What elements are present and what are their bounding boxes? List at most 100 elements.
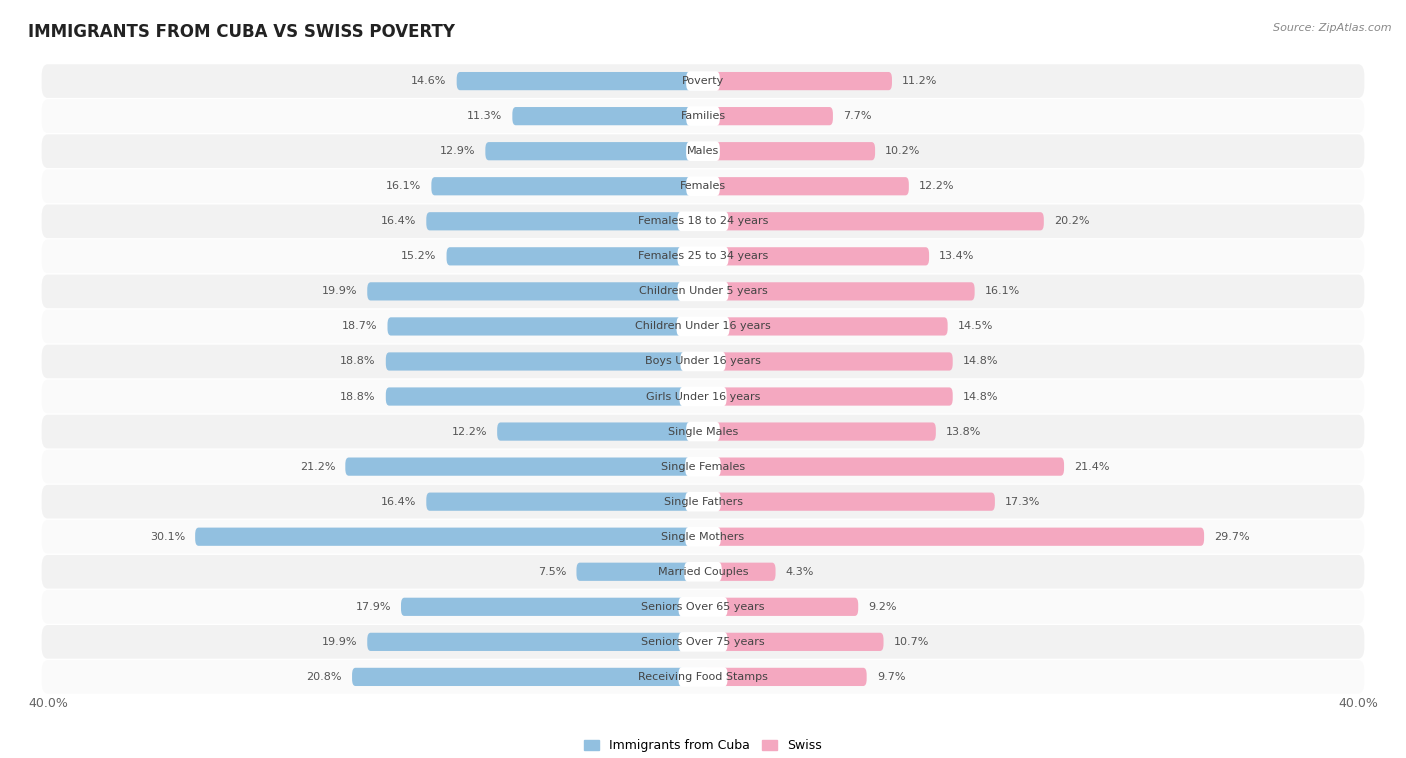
Text: Married Couples: Married Couples xyxy=(658,567,748,577)
FancyBboxPatch shape xyxy=(367,282,703,300)
Text: 20.8%: 20.8% xyxy=(307,672,342,682)
FancyBboxPatch shape xyxy=(685,457,721,477)
FancyBboxPatch shape xyxy=(42,205,1364,238)
Text: 40.0%: 40.0% xyxy=(1339,697,1378,709)
FancyBboxPatch shape xyxy=(686,106,720,126)
FancyBboxPatch shape xyxy=(703,422,936,440)
FancyBboxPatch shape xyxy=(346,458,703,476)
FancyBboxPatch shape xyxy=(679,667,727,687)
Text: 30.1%: 30.1% xyxy=(150,531,186,542)
Text: 14.5%: 14.5% xyxy=(957,321,993,331)
FancyBboxPatch shape xyxy=(498,422,703,440)
FancyBboxPatch shape xyxy=(703,72,891,90)
Text: 16.1%: 16.1% xyxy=(387,181,422,191)
Text: 9.7%: 9.7% xyxy=(877,672,905,682)
Text: Poverty: Poverty xyxy=(682,76,724,86)
FancyBboxPatch shape xyxy=(42,274,1364,309)
Legend: Immigrants from Cuba, Swiss: Immigrants from Cuba, Swiss xyxy=(579,735,827,757)
FancyBboxPatch shape xyxy=(703,282,974,300)
FancyBboxPatch shape xyxy=(703,528,1204,546)
Text: Single Males: Single Males xyxy=(668,427,738,437)
FancyBboxPatch shape xyxy=(42,380,1364,413)
FancyBboxPatch shape xyxy=(42,555,1364,588)
Text: Seniors Over 75 years: Seniors Over 75 years xyxy=(641,637,765,647)
FancyBboxPatch shape xyxy=(426,493,703,511)
Text: 12.2%: 12.2% xyxy=(920,181,955,191)
Text: Girls Under 16 years: Girls Under 16 years xyxy=(645,392,761,402)
FancyBboxPatch shape xyxy=(681,352,725,371)
FancyBboxPatch shape xyxy=(703,212,1043,230)
FancyBboxPatch shape xyxy=(678,211,728,231)
FancyBboxPatch shape xyxy=(42,240,1364,273)
Text: 17.9%: 17.9% xyxy=(356,602,391,612)
Text: 12.2%: 12.2% xyxy=(451,427,486,437)
FancyBboxPatch shape xyxy=(426,212,703,230)
FancyBboxPatch shape xyxy=(352,668,703,686)
Text: 15.2%: 15.2% xyxy=(401,252,436,262)
Text: 29.7%: 29.7% xyxy=(1215,531,1250,542)
FancyBboxPatch shape xyxy=(703,142,875,160)
FancyBboxPatch shape xyxy=(703,352,953,371)
Text: 40.0%: 40.0% xyxy=(28,697,67,709)
FancyBboxPatch shape xyxy=(703,598,858,616)
Text: 20.2%: 20.2% xyxy=(1054,216,1090,227)
FancyBboxPatch shape xyxy=(685,527,721,547)
FancyBboxPatch shape xyxy=(42,170,1364,203)
FancyBboxPatch shape xyxy=(42,64,1364,98)
FancyBboxPatch shape xyxy=(576,562,703,581)
FancyBboxPatch shape xyxy=(676,317,730,337)
Text: Boys Under 16 years: Boys Under 16 years xyxy=(645,356,761,366)
FancyBboxPatch shape xyxy=(703,633,883,651)
Text: 16.4%: 16.4% xyxy=(381,216,416,227)
FancyBboxPatch shape xyxy=(388,318,703,336)
Text: 21.2%: 21.2% xyxy=(299,462,335,471)
FancyBboxPatch shape xyxy=(703,668,866,686)
Text: 7.5%: 7.5% xyxy=(538,567,567,577)
FancyBboxPatch shape xyxy=(432,177,703,196)
FancyBboxPatch shape xyxy=(686,421,720,441)
FancyBboxPatch shape xyxy=(42,99,1364,133)
FancyBboxPatch shape xyxy=(703,493,995,511)
FancyBboxPatch shape xyxy=(385,352,703,371)
Text: 16.1%: 16.1% xyxy=(984,287,1019,296)
Text: Single Fathers: Single Fathers xyxy=(664,496,742,506)
FancyBboxPatch shape xyxy=(367,633,703,651)
Text: 13.4%: 13.4% xyxy=(939,252,974,262)
Text: 17.3%: 17.3% xyxy=(1005,496,1040,506)
FancyBboxPatch shape xyxy=(485,142,703,160)
FancyBboxPatch shape xyxy=(42,590,1364,624)
Text: Single Females: Single Females xyxy=(661,462,745,471)
FancyBboxPatch shape xyxy=(703,247,929,265)
Text: Seniors Over 65 years: Seniors Over 65 years xyxy=(641,602,765,612)
FancyBboxPatch shape xyxy=(679,597,727,616)
Text: IMMIGRANTS FROM CUBA VS SWISS POVERTY: IMMIGRANTS FROM CUBA VS SWISS POVERTY xyxy=(28,23,456,41)
Text: Children Under 5 years: Children Under 5 years xyxy=(638,287,768,296)
FancyBboxPatch shape xyxy=(686,177,720,196)
Text: 18.8%: 18.8% xyxy=(340,356,375,366)
FancyBboxPatch shape xyxy=(42,485,1364,518)
FancyBboxPatch shape xyxy=(703,458,1064,476)
Text: 11.3%: 11.3% xyxy=(467,111,502,121)
FancyBboxPatch shape xyxy=(679,387,727,406)
Text: 13.8%: 13.8% xyxy=(946,427,981,437)
Text: 19.9%: 19.9% xyxy=(322,637,357,647)
FancyBboxPatch shape xyxy=(42,345,1364,378)
Text: 16.4%: 16.4% xyxy=(381,496,416,506)
Text: Males: Males xyxy=(688,146,718,156)
Text: Receiving Food Stamps: Receiving Food Stamps xyxy=(638,672,768,682)
FancyBboxPatch shape xyxy=(42,415,1364,449)
FancyBboxPatch shape xyxy=(457,72,703,90)
Text: 10.7%: 10.7% xyxy=(894,637,929,647)
FancyBboxPatch shape xyxy=(42,134,1364,168)
FancyBboxPatch shape xyxy=(679,632,727,652)
Text: 4.3%: 4.3% xyxy=(786,567,814,577)
FancyBboxPatch shape xyxy=(703,177,908,196)
FancyBboxPatch shape xyxy=(678,246,728,266)
Text: 19.9%: 19.9% xyxy=(322,287,357,296)
FancyBboxPatch shape xyxy=(685,492,721,512)
Text: 14.8%: 14.8% xyxy=(963,392,998,402)
FancyBboxPatch shape xyxy=(703,318,948,336)
Text: Females: Females xyxy=(681,181,725,191)
FancyBboxPatch shape xyxy=(42,520,1364,553)
Text: 9.2%: 9.2% xyxy=(869,602,897,612)
